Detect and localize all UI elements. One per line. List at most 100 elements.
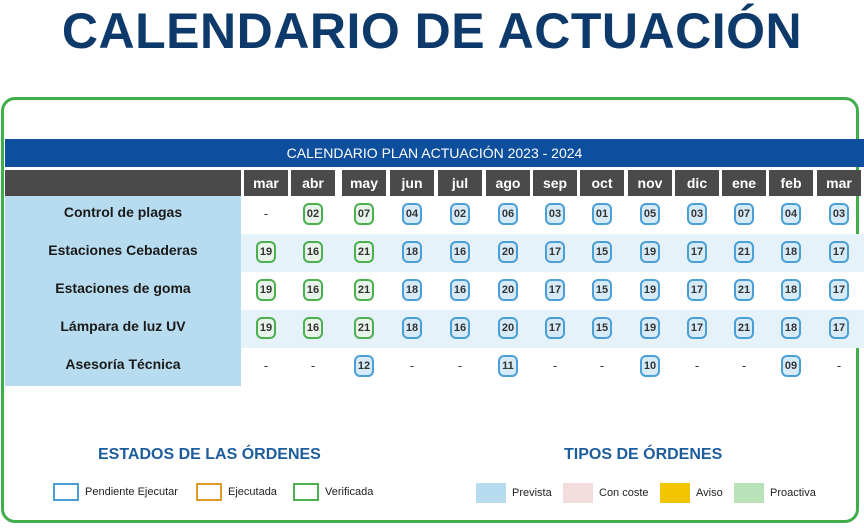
- row-label-column: [5, 196, 241, 386]
- verified-swatch: [293, 483, 319, 501]
- order-cell[interactable]: 03: [545, 203, 565, 225]
- executed-swatch: [196, 483, 222, 501]
- month-header: feb: [769, 170, 813, 196]
- order-cell[interactable]: 09: [781, 355, 801, 377]
- order-cell[interactable]: 18: [402, 241, 422, 263]
- month-header: ago: [486, 170, 530, 196]
- order-cell[interactable]: 18: [781, 279, 801, 301]
- order-cell[interactable]: 16: [303, 241, 323, 263]
- order-cell[interactable]: 03: [829, 203, 849, 225]
- order-cell[interactable]: 19: [256, 279, 276, 301]
- legend-types-title: TIPOS DE ÓRDENES: [564, 446, 723, 463]
- order-cell[interactable]: 21: [354, 241, 374, 263]
- legend-state-executed: Ejecutada: [196, 483, 277, 501]
- order-cell[interactable]: 15: [592, 279, 612, 301]
- order-cell[interactable]: 17: [829, 279, 849, 301]
- month-header: sep: [533, 170, 577, 196]
- order-cell[interactable]: 21: [734, 317, 754, 339]
- legend-state-verified-label: Verificada: [325, 486, 374, 498]
- aviso-swatch: [660, 483, 690, 503]
- legend-type-proactiva: Proactiva: [734, 483, 816, 503]
- order-cell[interactable]: 03: [687, 203, 707, 225]
- order-cell[interactable]: 16: [303, 279, 323, 301]
- proactiva-swatch: [734, 483, 764, 503]
- row-label: Lámpara de luz UV: [60, 318, 186, 334]
- order-cell[interactable]: 16: [450, 279, 470, 301]
- month-header: jul: [438, 170, 482, 196]
- empty-cell: -: [263, 206, 269, 221]
- order-cell[interactable]: 19: [640, 317, 660, 339]
- order-cell[interactable]: 16: [303, 317, 323, 339]
- empty-cell: -: [741, 358, 747, 373]
- order-cell[interactable]: 04: [781, 203, 801, 225]
- order-cell[interactable]: 12: [354, 355, 374, 377]
- empty-cell: -: [694, 358, 700, 373]
- order-cell[interactable]: 17: [687, 241, 707, 263]
- order-cell[interactable]: 19: [640, 241, 660, 263]
- order-cell[interactable]: 19: [640, 279, 660, 301]
- order-cell[interactable]: 10: [640, 355, 660, 377]
- order-cell[interactable]: 21: [734, 279, 754, 301]
- order-cell[interactable]: 11: [498, 355, 518, 377]
- empty-cell: -: [457, 358, 463, 373]
- con-coste-swatch: [563, 483, 593, 503]
- month-header: nov: [628, 170, 672, 196]
- month-header: ene: [722, 170, 766, 196]
- order-cell[interactable]: 19: [256, 317, 276, 339]
- order-cell[interactable]: 17: [545, 279, 565, 301]
- month-header: dic: [675, 170, 719, 196]
- empty-cell: -: [599, 358, 605, 373]
- order-cell[interactable]: 17: [687, 279, 707, 301]
- empty-cell: -: [552, 358, 558, 373]
- month-header: jun: [390, 170, 434, 196]
- order-cell[interactable]: 21: [734, 241, 754, 263]
- order-cell[interactable]: 15: [592, 241, 612, 263]
- row-label: Estaciones de goma: [55, 280, 191, 296]
- order-cell[interactable]: 20: [498, 317, 518, 339]
- order-cell[interactable]: 20: [498, 241, 518, 263]
- legend-type-con-coste: Con coste: [563, 483, 649, 503]
- order-cell[interactable]: 05: [640, 203, 660, 225]
- legend-state-verified: Verificada: [293, 483, 373, 501]
- month-header-spacer: [5, 170, 241, 196]
- order-cell[interactable]: 02: [450, 203, 470, 225]
- order-cell[interactable]: 06: [498, 203, 518, 225]
- legend-states-title: ESTADOS DE LAS ÓRDENES: [98, 446, 321, 463]
- order-cell[interactable]: 18: [781, 317, 801, 339]
- empty-cell: -: [310, 358, 316, 373]
- order-cell[interactable]: 07: [354, 203, 374, 225]
- month-header: may: [342, 170, 386, 196]
- prevista-swatch: [476, 483, 506, 503]
- order-cell[interactable]: 16: [450, 241, 470, 263]
- empty-cell: -: [263, 358, 269, 373]
- order-cell[interactable]: 16: [450, 317, 470, 339]
- order-cell[interactable]: 04: [402, 203, 422, 225]
- legend-type-prevista-label: Prevista: [512, 487, 552, 499]
- order-cell[interactable]: 17: [829, 241, 849, 263]
- month-header: mar: [817, 170, 861, 196]
- order-cell[interactable]: 01: [592, 203, 612, 225]
- order-cell[interactable]: 18: [402, 317, 422, 339]
- order-cell[interactable]: 17: [545, 241, 565, 263]
- legend-type-aviso-label: Aviso: [696, 487, 723, 499]
- order-cell[interactable]: 02: [303, 203, 323, 225]
- plan-header: CALENDARIO PLAN ACTUACIÓN 2023 - 2024: [5, 139, 864, 167]
- legend-state-pending-label: Pendiente Ejecutar: [85, 486, 178, 498]
- order-cell[interactable]: 17: [829, 317, 849, 339]
- order-cell[interactable]: 20: [498, 279, 518, 301]
- order-cell[interactable]: 17: [687, 317, 707, 339]
- legend-type-proactiva-label: Proactiva: [770, 487, 816, 499]
- month-header: abr: [291, 170, 335, 196]
- page-title: CALENDARIO DE ACTUACIÓN: [61, 3, 803, 59]
- month-header: oct: [580, 170, 624, 196]
- order-cell[interactable]: 07: [734, 203, 754, 225]
- order-cell[interactable]: 19: [256, 241, 276, 263]
- order-cell[interactable]: 17: [545, 317, 565, 339]
- order-cell[interactable]: 21: [354, 279, 374, 301]
- row-label: Control de plagas: [63, 204, 183, 220]
- order-cell[interactable]: 18: [781, 241, 801, 263]
- order-cell[interactable]: 21: [354, 317, 374, 339]
- legend-type-aviso: Aviso: [660, 483, 723, 503]
- order-cell[interactable]: 15: [592, 317, 612, 339]
- order-cell[interactable]: 18: [402, 279, 422, 301]
